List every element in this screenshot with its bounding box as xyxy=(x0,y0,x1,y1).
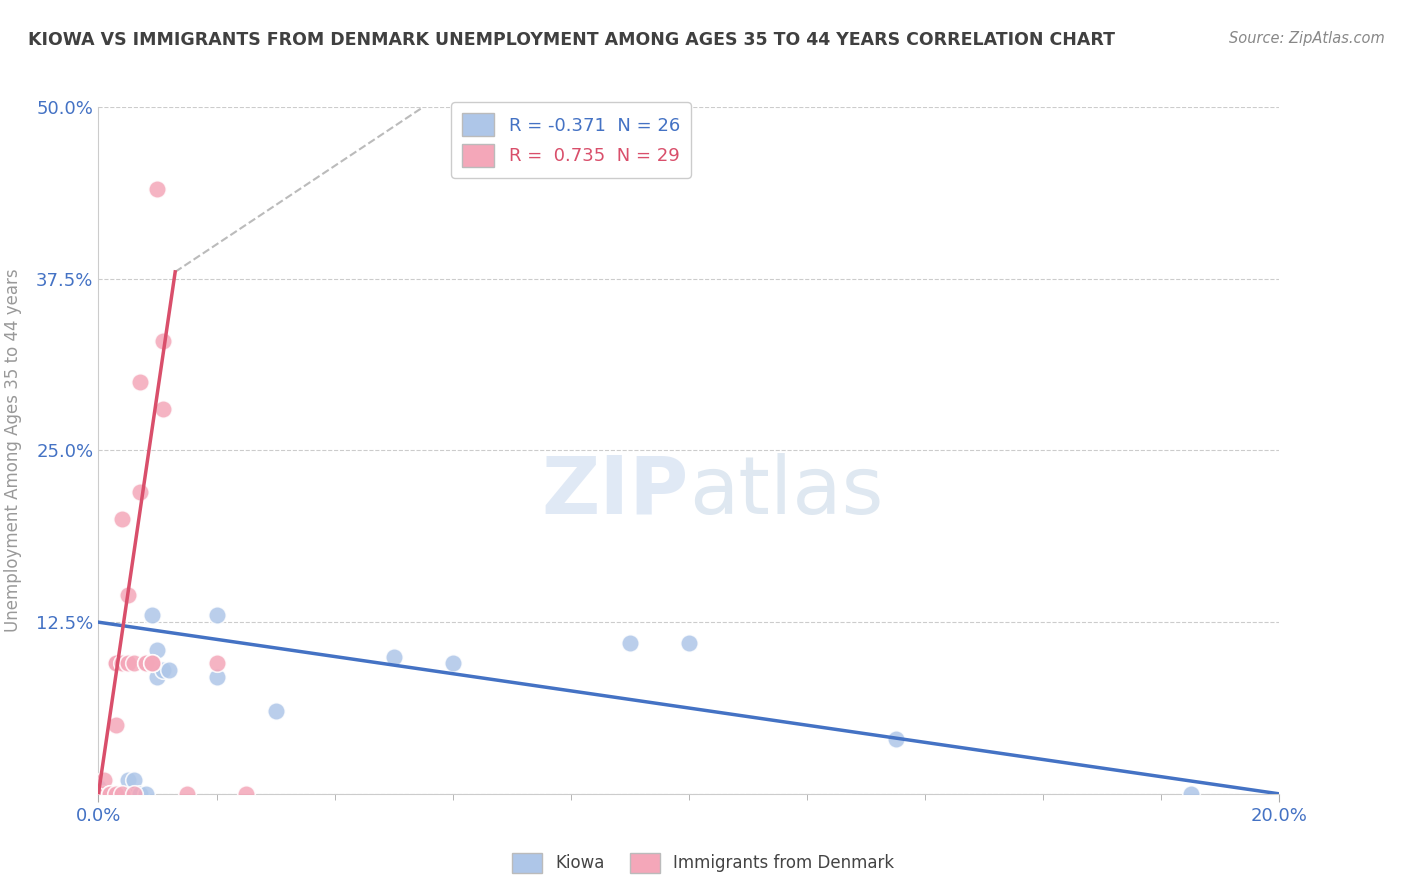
Point xyxy=(382,649,405,664)
Point xyxy=(146,182,169,196)
Point xyxy=(135,787,157,801)
Point xyxy=(122,787,145,801)
Point xyxy=(105,787,128,801)
Point xyxy=(884,731,907,746)
Legend: R = -0.371  N = 26, R =  0.735  N = 29: R = -0.371 N = 26, R = 0.735 N = 29 xyxy=(451,103,690,178)
Point xyxy=(117,588,139,602)
Text: atlas: atlas xyxy=(689,452,883,531)
Point xyxy=(87,780,110,794)
Point xyxy=(105,787,128,801)
Point xyxy=(105,718,128,732)
Point xyxy=(146,642,169,657)
Point xyxy=(141,657,163,671)
Y-axis label: Unemployment Among Ages 35 to 44 years: Unemployment Among Ages 35 to 44 years xyxy=(4,268,22,632)
Point xyxy=(93,787,115,801)
Point xyxy=(128,787,150,801)
Point xyxy=(87,787,110,801)
Text: Source: ZipAtlas.com: Source: ZipAtlas.com xyxy=(1229,31,1385,46)
Point xyxy=(264,705,287,719)
Point xyxy=(152,663,174,677)
Text: KIOWA VS IMMIGRANTS FROM DENMARK UNEMPLOYMENT AMONG AGES 35 TO 44 YEARS CORRELAT: KIOWA VS IMMIGRANTS FROM DENMARK UNEMPLO… xyxy=(28,31,1115,49)
Point xyxy=(111,787,134,801)
Point xyxy=(98,787,121,801)
Point xyxy=(117,773,139,788)
Point xyxy=(146,670,169,684)
Point xyxy=(128,375,150,389)
Point xyxy=(98,787,121,801)
Point xyxy=(105,657,128,671)
Point xyxy=(87,787,110,801)
Point xyxy=(205,608,228,623)
Point xyxy=(111,512,134,526)
Point xyxy=(441,657,464,671)
Point xyxy=(122,657,145,671)
Point xyxy=(111,657,134,671)
Legend: Kiowa, Immigrants from Denmark: Kiowa, Immigrants from Denmark xyxy=(505,847,901,880)
Point xyxy=(93,773,115,788)
Point xyxy=(205,670,228,684)
Point xyxy=(98,787,121,801)
Point xyxy=(152,334,174,348)
Point xyxy=(93,787,115,801)
Point xyxy=(152,402,174,417)
Point xyxy=(105,657,128,671)
Point xyxy=(122,773,145,788)
Point xyxy=(235,787,257,801)
Point xyxy=(1180,787,1202,801)
Point xyxy=(122,787,145,801)
Point xyxy=(141,608,163,623)
Point xyxy=(128,484,150,499)
Point xyxy=(111,787,134,801)
Text: ZIP: ZIP xyxy=(541,452,689,531)
Point xyxy=(157,663,180,677)
Point xyxy=(141,657,163,671)
Point xyxy=(117,787,139,801)
Point xyxy=(135,657,157,671)
Point xyxy=(205,657,228,671)
Point xyxy=(87,787,110,801)
Point xyxy=(117,657,139,671)
Point xyxy=(135,657,157,671)
Point xyxy=(619,636,641,650)
Point xyxy=(176,787,198,801)
Point xyxy=(678,636,700,650)
